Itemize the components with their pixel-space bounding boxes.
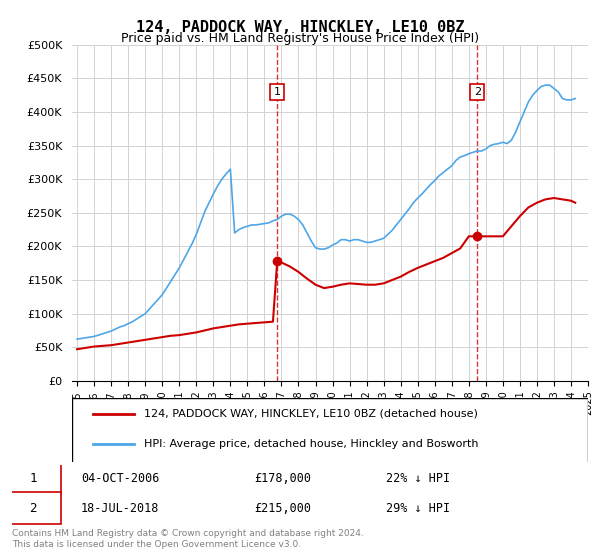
Text: £178,000: £178,000 — [254, 472, 311, 485]
Text: 2: 2 — [29, 502, 37, 515]
Text: 18-JUL-2018: 18-JUL-2018 — [81, 502, 160, 515]
Text: 124, PADDOCK WAY, HINCKLEY, LE10 0BZ (detached house): 124, PADDOCK WAY, HINCKLEY, LE10 0BZ (de… — [144, 409, 478, 419]
Text: 1: 1 — [29, 472, 37, 485]
Text: £215,000: £215,000 — [254, 502, 311, 515]
FancyBboxPatch shape — [72, 398, 588, 463]
Text: Price paid vs. HM Land Registry's House Price Index (HPI): Price paid vs. HM Land Registry's House … — [121, 32, 479, 45]
Text: 124, PADDOCK WAY, HINCKLEY, LE10 0BZ: 124, PADDOCK WAY, HINCKLEY, LE10 0BZ — [136, 20, 464, 35]
Text: HPI: Average price, detached house, Hinckley and Bosworth: HPI: Average price, detached house, Hinc… — [144, 439, 479, 449]
Text: 29% ↓ HPI: 29% ↓ HPI — [386, 502, 451, 515]
Text: 04-OCT-2006: 04-OCT-2006 — [81, 472, 160, 485]
Text: Contains HM Land Registry data © Crown copyright and database right 2024.
This d: Contains HM Land Registry data © Crown c… — [12, 529, 364, 549]
Text: 1: 1 — [274, 87, 281, 97]
Text: 2: 2 — [474, 87, 481, 97]
FancyBboxPatch shape — [6, 462, 61, 493]
FancyBboxPatch shape — [6, 492, 61, 524]
Text: 22% ↓ HPI: 22% ↓ HPI — [386, 472, 451, 485]
